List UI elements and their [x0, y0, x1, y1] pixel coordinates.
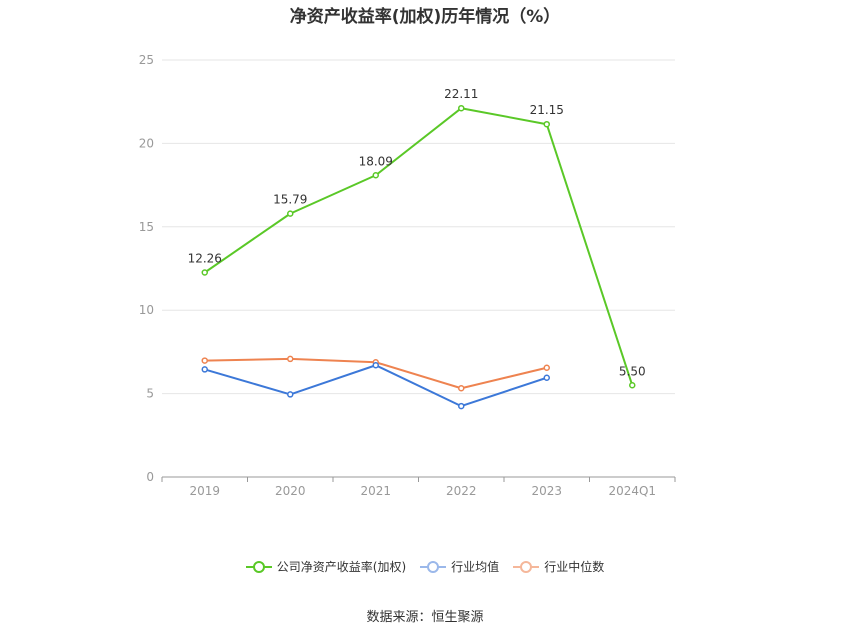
data-label: 15.79 — [273, 193, 307, 207]
legend-item-industry-mean[interactable]: 行业均值 — [420, 558, 499, 575]
data-point — [543, 364, 550, 371]
y-tick-label: 15 — [139, 220, 154, 234]
legend-marker-icon — [245, 560, 272, 573]
legend-marker-icon — [513, 560, 540, 573]
data-point — [201, 269, 208, 276]
legend-label: 行业均值 — [451, 560, 500, 574]
legend-item-company-roe[interactable]: 公司净资产收益率(加权) — [245, 558, 407, 575]
x-axis: 2019 2020 2021 2022 2023 2024Q1 — [161, 476, 676, 498]
legend-item-industry-median[interactable]: 行业中位数 — [513, 558, 604, 575]
y-tick-label: 10 — [139, 303, 154, 317]
data-point — [458, 402, 465, 410]
data-point — [287, 391, 294, 398]
gridlines — [162, 59, 675, 395]
data-point — [543, 120, 550, 128]
data-point — [287, 210, 294, 217]
data-point — [458, 385, 465, 392]
data-point — [372, 361, 379, 369]
data-label: 18.09 — [359, 154, 393, 168]
legend-label: 公司净资产收益率(加权) — [276, 560, 407, 574]
data-point — [201, 366, 208, 373]
chart-title: 净资产收益率(加权)历年情况（%） — [289, 7, 561, 27]
data-point — [372, 172, 379, 179]
data-point — [629, 382, 636, 389]
y-tick-label: 25 — [139, 53, 154, 67]
y-tick-label: 5 — [146, 387, 154, 401]
series-line — [204, 107, 634, 386]
x-tick-label: 2022 — [446, 484, 477, 498]
x-tick-label: 2020 — [275, 484, 306, 498]
data-labels: 12.26 15.79 18.09 22.11 21.15 5.50 — [188, 87, 646, 378]
data-point — [543, 374, 550, 382]
data-point — [201, 357, 208, 364]
y-tick-label: 0 — [146, 470, 154, 484]
y-axis: 0 5 10 15 20 25 — [139, 53, 154, 484]
series-lines — [204, 107, 634, 408]
data-label: 21.15 — [530, 103, 564, 117]
series-line — [204, 364, 548, 408]
x-tick-label: 2024Q1 — [608, 484, 656, 498]
legend: 公司净资产收益率(加权) 行业均值 行业中位数 — [0, 558, 850, 575]
x-tick-label: 2019 — [189, 484, 220, 498]
legend-label: 行业中位数 — [544, 560, 605, 574]
data-label: 5.50 — [619, 364, 646, 378]
y-tick-label: 20 — [139, 136, 154, 150]
legend-marker-icon — [420, 560, 447, 573]
data-label: 12.26 — [188, 252, 222, 266]
data-point — [287, 355, 294, 363]
data-source: 数据来源：恒生聚源 — [366, 610, 484, 625]
series-points — [201, 104, 636, 410]
data-point — [458, 104, 465, 112]
data-label: 22.11 — [444, 87, 478, 101]
x-tick-label: 2021 — [360, 484, 391, 498]
x-tick-label: 2023 — [531, 484, 562, 498]
